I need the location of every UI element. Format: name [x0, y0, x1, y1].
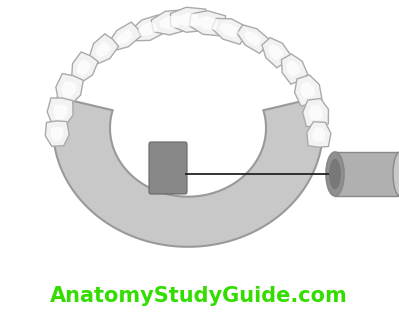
Polygon shape [178, 13, 199, 27]
Polygon shape [130, 15, 166, 41]
Polygon shape [109, 22, 141, 50]
Polygon shape [51, 127, 64, 141]
Polygon shape [294, 75, 322, 106]
Polygon shape [219, 23, 239, 38]
Polygon shape [197, 16, 217, 30]
Polygon shape [212, 18, 247, 44]
Polygon shape [307, 122, 331, 147]
Polygon shape [303, 99, 328, 126]
Polygon shape [61, 81, 77, 98]
Polygon shape [53, 97, 323, 247]
Ellipse shape [329, 159, 341, 189]
Bar [335, 152, 399, 196]
Ellipse shape [393, 152, 399, 196]
Polygon shape [237, 25, 269, 53]
Polygon shape [138, 22, 157, 36]
Polygon shape [53, 104, 67, 120]
Polygon shape [56, 74, 83, 105]
Polygon shape [89, 34, 119, 64]
Polygon shape [262, 38, 291, 68]
Polygon shape [72, 52, 98, 82]
Polygon shape [95, 41, 111, 58]
Polygon shape [281, 54, 308, 84]
Polygon shape [77, 59, 91, 76]
Polygon shape [170, 7, 207, 32]
Polygon shape [286, 60, 301, 77]
Polygon shape [300, 82, 315, 99]
Polygon shape [45, 121, 69, 146]
Polygon shape [189, 11, 225, 36]
Polygon shape [308, 105, 323, 120]
Text: AnatomyStudyGuide.com: AnatomyStudyGuide.com [50, 286, 348, 306]
FancyBboxPatch shape [149, 142, 187, 194]
Polygon shape [116, 29, 133, 45]
Polygon shape [312, 127, 326, 141]
Polygon shape [151, 10, 188, 35]
Polygon shape [268, 44, 284, 60]
Polygon shape [159, 16, 179, 29]
Polygon shape [244, 31, 262, 46]
Ellipse shape [326, 152, 344, 196]
Polygon shape [47, 98, 73, 126]
